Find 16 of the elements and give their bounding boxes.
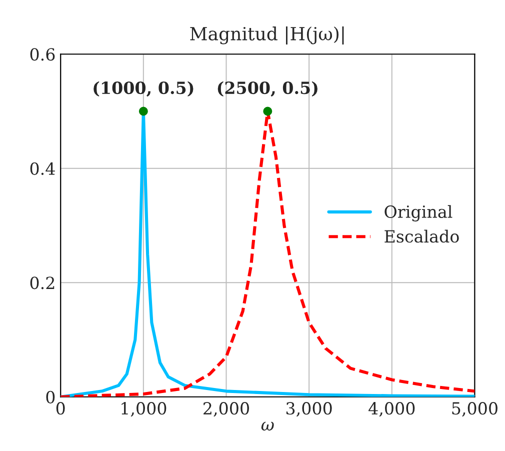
x-tick-label: 0 — [56, 402, 65, 415]
x-tick-label: 3,000 — [286, 402, 332, 417]
annotation: (1000, 0.5) — [94, 81, 194, 97]
x-axis-title: ω — [261, 422, 274, 431]
legend-label: Escalado — [384, 230, 459, 243]
y-tick-label: 0.4 — [30, 162, 55, 175]
x-tick-label: 1,000 — [122, 402, 166, 417]
annotation: (2500, 0.5) — [218, 81, 318, 97]
y-tick-label: 0.2 — [30, 276, 54, 290]
x-tick-label: 4,000 — [368, 402, 415, 417]
legend-label: Original — [384, 205, 452, 222]
x-tick-label: 2,000 — [204, 402, 249, 417]
y-tick-label: 0 — [46, 390, 55, 404]
x-tick-label: 5,000 — [452, 402, 498, 417]
chart-title: Magnitud |H(jω)| — [190, 26, 344, 44]
y-tick-label: 0.6 — [30, 48, 55, 61]
